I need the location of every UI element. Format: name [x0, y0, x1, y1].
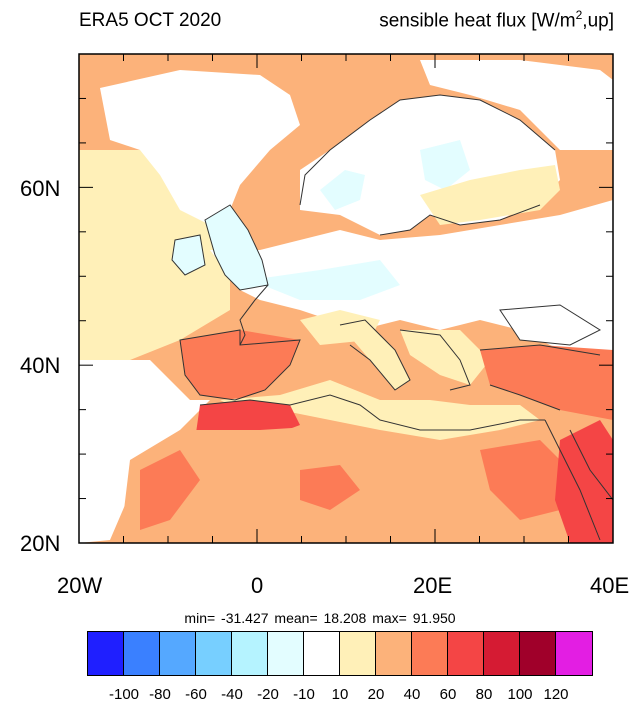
colorbar-label: -20 — [257, 686, 279, 703]
colorbar-label: -60 — [185, 686, 207, 703]
stats-max: 91.950 — [412, 610, 456, 626]
stats-min: -31.427 — [221, 610, 269, 626]
central-sahara-hot — [300, 465, 360, 510]
arabia-hot — [555, 420, 613, 543]
coast-iberia — [179, 329, 301, 401]
colorbar-box — [268, 632, 304, 675]
mediterranean — [220, 380, 540, 440]
colorbar-label: 100 — [507, 686, 533, 703]
colorbar-box — [196, 632, 232, 675]
coast-anatolia — [479, 344, 601, 411]
egypt-hot — [480, 440, 570, 520]
colorbar-box — [124, 632, 160, 675]
units-exponent: 2 — [575, 8, 583, 22]
coast-black-sea — [499, 304, 602, 346]
coast-france — [239, 284, 269, 346]
lat-label-40n: 40N — [20, 353, 61, 378]
arctic-white — [420, 60, 613, 150]
coast-arabia — [569, 429, 613, 501]
flux-map — [78, 53, 614, 544]
finland-cool — [420, 140, 470, 190]
colorbar-label: 20 — [367, 686, 385, 703]
colorbar-label: 120 — [543, 686, 569, 703]
central-europe-cool — [250, 260, 400, 300]
balkans — [400, 330, 490, 385]
coast-balkans — [399, 329, 471, 391]
colorbar-box — [376, 632, 412, 675]
stats-min-label: min= — [184, 610, 216, 626]
sahara-hot-west — [140, 450, 200, 530]
colorbar-box — [88, 632, 124, 675]
units-prefix: sensible heat flux [W/m — [379, 10, 576, 32]
coast-baltic — [379, 204, 541, 236]
lon-label-20e: 20E — [413, 573, 453, 598]
colorbar-label: 60 — [439, 686, 457, 703]
coast-red-sea — [544, 419, 601, 541]
iberia — [180, 330, 300, 400]
lon-label-40e: 40E — [590, 573, 630, 598]
units-suffix: ,up] — [582, 10, 614, 32]
colorbar-box — [484, 632, 520, 675]
britain — [205, 205, 268, 290]
coast-italy — [339, 319, 411, 391]
colorbar-box — [412, 632, 448, 675]
stats-line: min= -31.427 mean= 18.208 max= 91.950 — [0, 610, 640, 626]
title-right: sensible heat flux [W/m2,up] — [379, 8, 614, 32]
colorbar-label: 40 — [403, 686, 421, 703]
lon-label-20w: 20W — [57, 573, 103, 598]
colorbar-box — [520, 632, 556, 675]
anatolia — [480, 345, 613, 420]
ireland — [172, 235, 205, 275]
colorbar-label: -100 — [108, 686, 140, 703]
colorbar — [87, 631, 593, 676]
colorbar-label: -80 — [149, 686, 171, 703]
lat-label-20n: 20N — [20, 531, 61, 556]
title-left: ERA5 OCT 2020 — [79, 10, 222, 31]
colorbar-label: -10 — [293, 686, 315, 703]
italy — [340, 320, 410, 390]
stats-max-label: max= — [372, 610, 407, 626]
stats-mean: 18.208 — [323, 610, 367, 626]
colorbar-box — [160, 632, 196, 675]
colorbar-label: 80 — [475, 686, 493, 703]
north-atlantic-white — [100, 70, 300, 225]
colorbar-box — [556, 632, 592, 675]
coast-scandinavia — [299, 94, 556, 206]
colorbar-box — [232, 632, 268, 675]
scandinavia-cool — [320, 170, 365, 210]
colorbar-box — [340, 632, 376, 675]
colorbar-label: 10 — [331, 686, 349, 703]
coast-ireland — [171, 234, 206, 276]
coast-north-africa — [199, 394, 545, 431]
colorbar-box — [448, 632, 484, 675]
baltic-light — [420, 165, 560, 225]
lon-label-0: 0 — [251, 573, 264, 598]
black-sea-white — [500, 305, 600, 345]
lat-label-60n: 60N — [20, 176, 61, 201]
colorbar-box — [304, 632, 340, 675]
colorbar-label: -40 — [221, 686, 243, 703]
stats-mean-label: mean= — [274, 610, 318, 626]
